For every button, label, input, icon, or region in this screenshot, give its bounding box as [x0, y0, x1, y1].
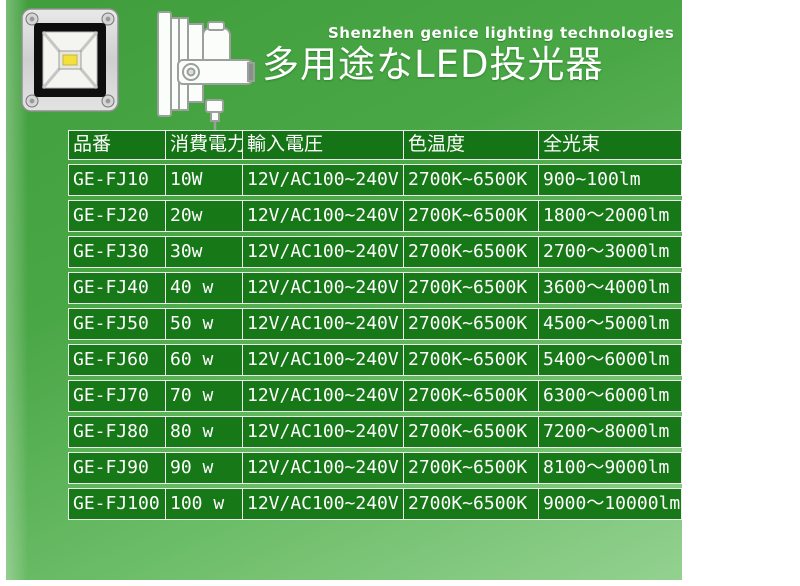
table-row: GE-FJ30 30w 12V/AC100~240V 2700K~6500K 2…	[68, 236, 682, 268]
floodlight-side-image	[157, 11, 255, 136]
cell-flux: 5400～6000lm	[543, 349, 670, 370]
cell-flux: 1800～2000lm	[543, 205, 670, 226]
col-header-part-number: 品番	[69, 131, 166, 159]
spec-table: 品番 消費電力 輸入電圧 色温度 全光束 GE-FJ10 10W 12V/AC1…	[68, 130, 682, 524]
col-header-input-voltage: 輸入電圧	[243, 131, 404, 159]
cell-flux: 4500～5000lm	[543, 313, 670, 334]
cell-color-temp: 2700K~6500K	[404, 453, 539, 483]
cell-part-number: GE-FJ100	[69, 489, 166, 519]
col-header-color-temp: 色温度	[404, 131, 539, 159]
col-header-power: 消費電力	[166, 131, 243, 159]
cell-power: 100 w	[166, 489, 243, 519]
cell-voltage: 12V/AC100~240V	[243, 345, 404, 375]
cell-power: 80 w	[166, 417, 243, 447]
table-row: GE-FJ60 60 w 12V/AC100~240V 2700K~6500K …	[68, 344, 682, 376]
cell-voltage: 12V/AC100~240V	[243, 273, 404, 303]
company-name: Shenzhen genice lighting technologies	[328, 24, 675, 42]
cell-power: 90 w	[166, 453, 243, 483]
cell-part-number: GE-FJ70	[69, 381, 166, 411]
cell-voltage: 12V/AC100~240V	[243, 417, 404, 447]
cell-flux: 8100～9000lm	[543, 457, 670, 478]
cell-part-number: GE-FJ80	[69, 417, 166, 447]
cell-power: 10W	[166, 165, 243, 195]
cell-flux: 900~100lm	[543, 169, 641, 190]
cell-voltage: 12V/AC100~240V	[243, 489, 404, 519]
table-row: GE-FJ70 70 w 12V/AC100~240V 2700K~6500K …	[68, 380, 682, 412]
cell-voltage: 12V/AC100~240V	[243, 381, 404, 411]
cell-color-temp: 2700K~6500K	[404, 417, 539, 447]
cell-flux: 6300～6000lm	[543, 385, 670, 406]
cell-color-temp: 2700K~6500K	[404, 273, 539, 303]
cell-power: 60 w	[166, 345, 243, 375]
table-header-row: 品番 消費電力 輸入電圧 色温度 全光束	[68, 130, 682, 160]
cell-part-number: GE-FJ90	[69, 453, 166, 483]
cell-voltage: 12V/AC100~240V	[243, 309, 404, 339]
cell-color-temp: 2700K~6500K	[404, 345, 539, 375]
cell-part-number: GE-FJ10	[69, 165, 166, 195]
cell-color-temp: 2700K~6500K	[404, 381, 539, 411]
cell-color-temp: 2700K~6500K	[404, 309, 539, 339]
table-row: GE-FJ100 100 w 12V/AC100~240V 2700K~6500…	[68, 488, 682, 520]
col-header-luminous-flux: 全光束	[543, 133, 601, 155]
reflector-facets	[41, 31, 99, 89]
cell-part-number: GE-FJ40	[69, 273, 166, 303]
cell-voltage: 12V/AC100~240V	[243, 201, 404, 231]
cell-power: 70 w	[166, 381, 243, 411]
cell-power: 50 w	[166, 309, 243, 339]
cell-voltage: 12V/AC100~240V	[243, 165, 404, 195]
cell-part-number: GE-FJ50	[69, 309, 166, 339]
cell-color-temp: 2700K~6500K	[404, 165, 539, 195]
table-row: GE-FJ10 10W 12V/AC100~240V 2700K~6500K 9…	[68, 164, 682, 196]
cell-color-temp: 2700K~6500K	[404, 237, 539, 267]
cell-part-number: GE-FJ20	[69, 201, 166, 231]
table-row: GE-FJ90 90 w 12V/AC100~240V 2700K~6500K …	[68, 452, 682, 484]
cell-part-number: GE-FJ30	[69, 237, 166, 267]
floodlight-front-image	[21, 8, 119, 112]
cell-color-temp: 2700K~6500K	[404, 201, 539, 231]
cell-power: 20w	[166, 201, 243, 231]
led-chip-icon	[62, 54, 78, 66]
table-row: GE-FJ20 20w 12V/AC100~240V 2700K~6500K 1…	[68, 200, 682, 232]
cell-flux: 3600～4000lm	[543, 277, 670, 298]
cell-flux: 2700～3000lm	[543, 241, 670, 262]
cell-flux: 7200～8000lm	[543, 421, 670, 442]
cell-power: 40 w	[166, 273, 243, 303]
table-row: GE-FJ50 50 w 12V/AC100~240V 2700K~6500K …	[68, 308, 682, 340]
cell-power: 30w	[166, 237, 243, 267]
table-row: GE-FJ40 40 w 12V/AC100~240V 2700K~6500K …	[68, 272, 682, 304]
cell-part-number: GE-FJ60	[69, 345, 166, 375]
cell-flux: 9000～10000lm	[543, 493, 681, 514]
table-row: GE-FJ80 80 w 12V/AC100~240V 2700K~6500K …	[68, 416, 682, 448]
cell-voltage: 12V/AC100~240V	[243, 453, 404, 483]
cell-voltage: 12V/AC100~240V	[243, 237, 404, 267]
corner-screws	[25, 12, 115, 108]
page-title: 多用途なLED投光器	[262, 43, 604, 86]
cell-color-temp: 2700K~6500K	[404, 489, 539, 519]
